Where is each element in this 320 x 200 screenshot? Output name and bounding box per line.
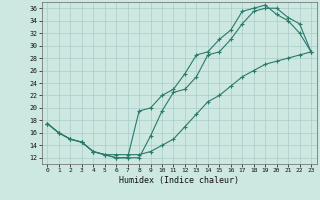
- X-axis label: Humidex (Indice chaleur): Humidex (Indice chaleur): [119, 176, 239, 185]
